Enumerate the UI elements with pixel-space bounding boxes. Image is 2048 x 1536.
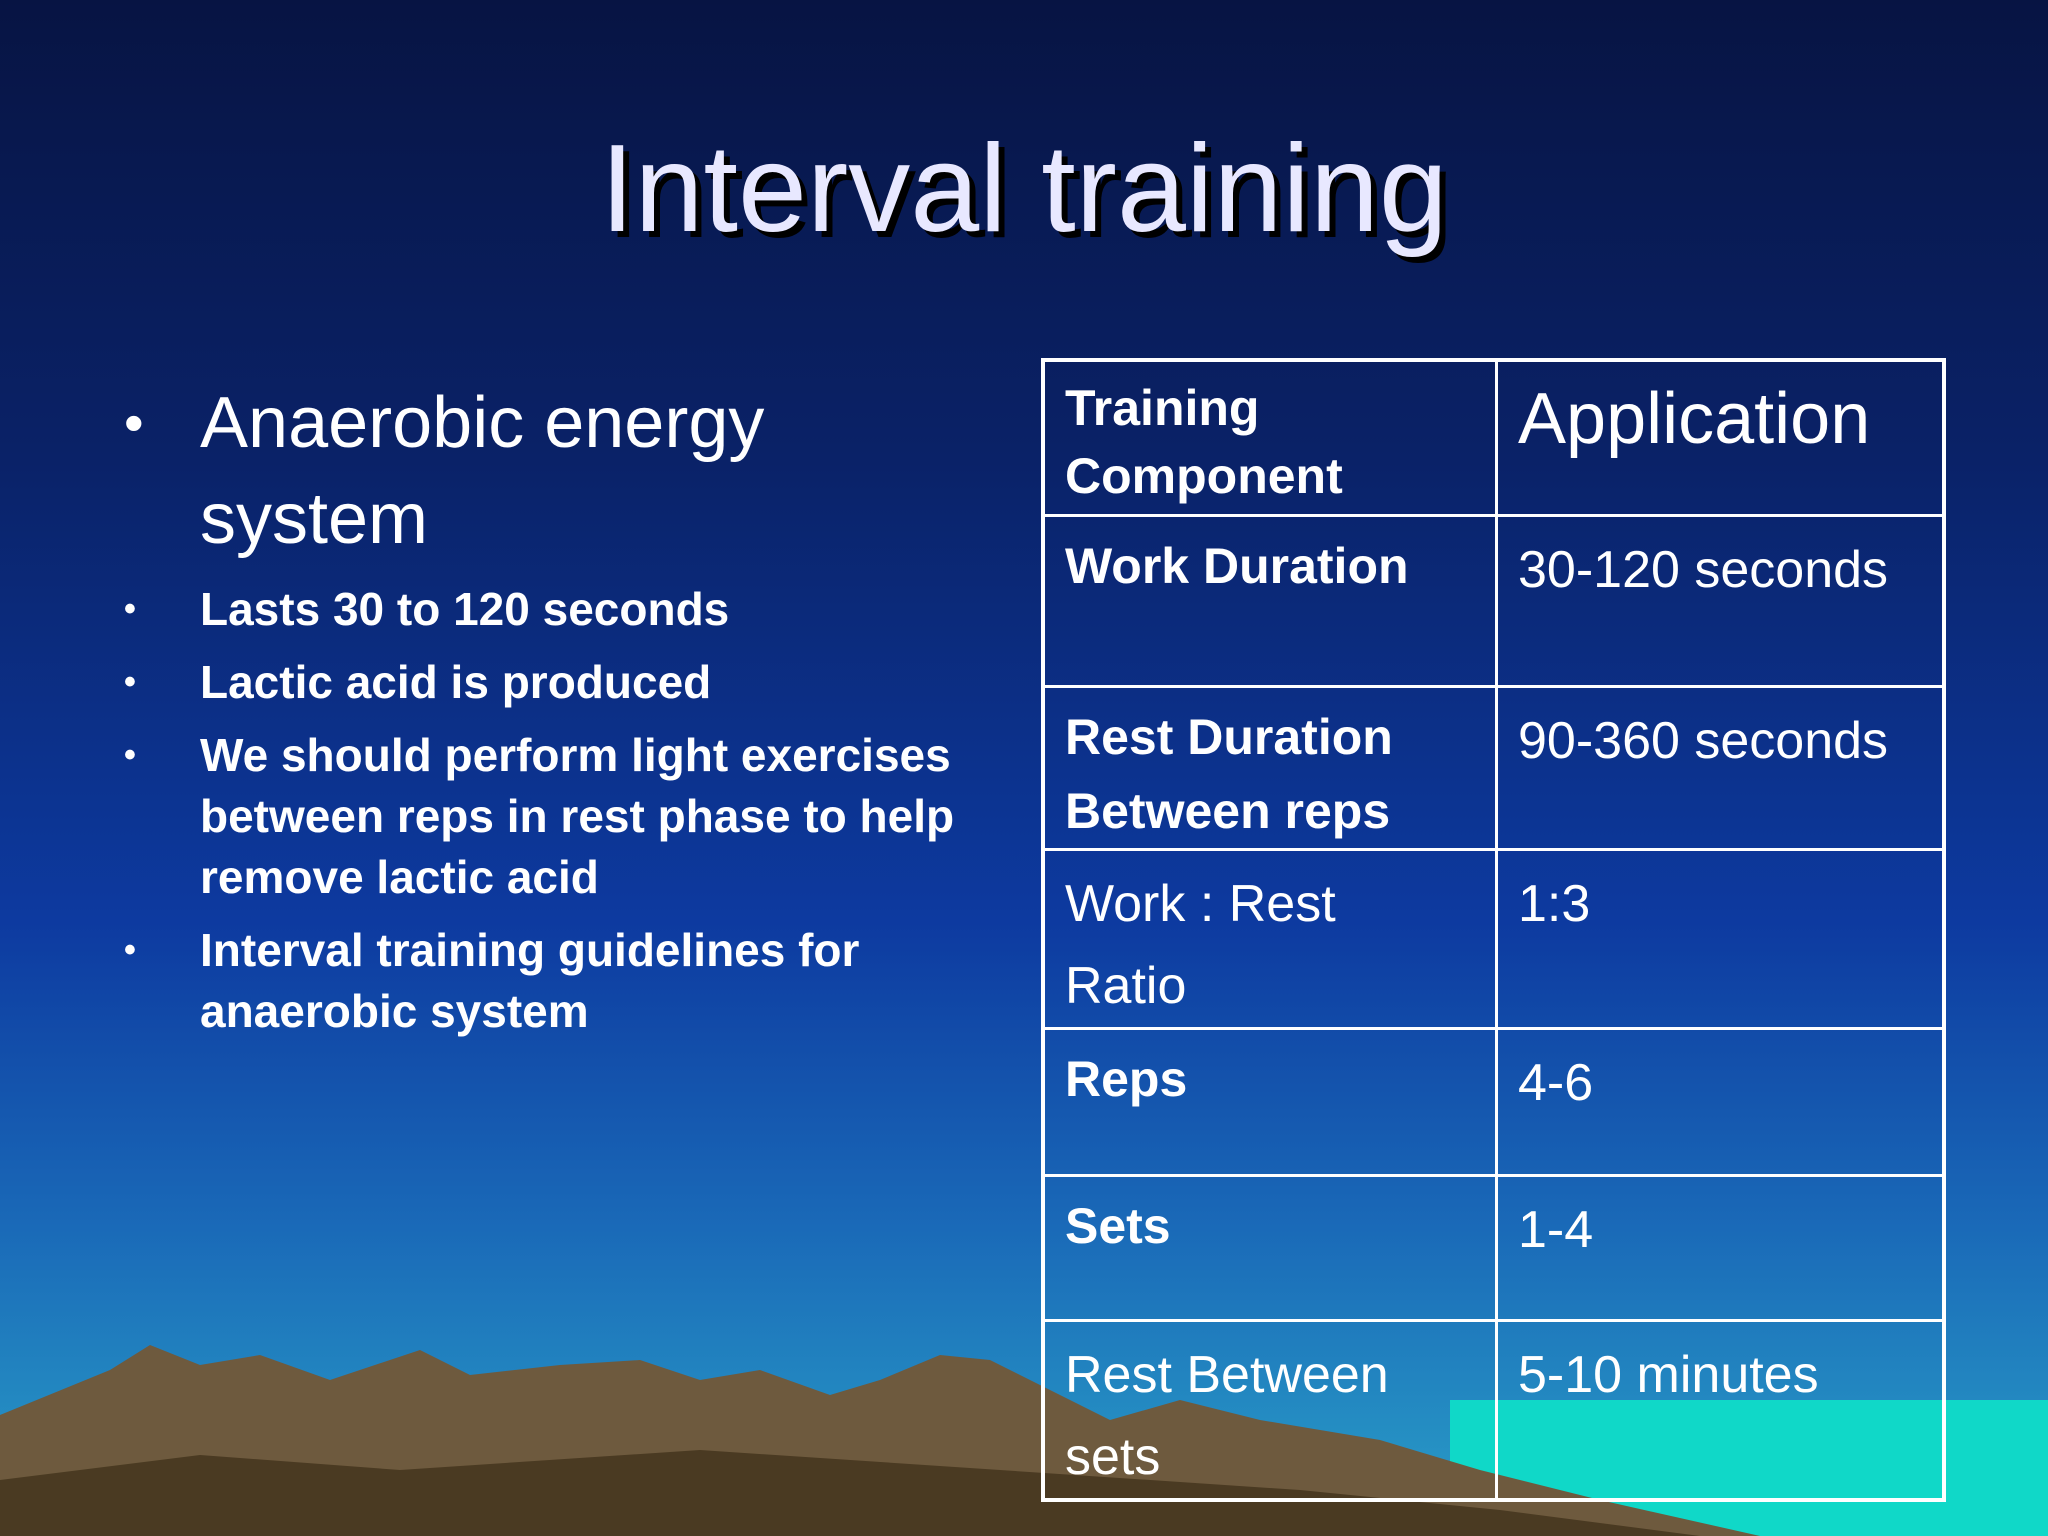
cell: 4-6	[1495, 1026, 1946, 1177]
bullet-list: Anaerobic energy system Lasts 30 to 120 …	[120, 375, 980, 1042]
cell: Rest Between sets	[1041, 1318, 1498, 1501]
cell: 1:3	[1495, 847, 1946, 1030]
table-row: Work : Rest Ratio 1:3	[1041, 847, 1946, 1030]
slide-title: Interval training	[600, 120, 1448, 258]
cell: 1-4	[1495, 1173, 1946, 1322]
cell: 30-120 seconds	[1495, 513, 1946, 688]
table-row: Work Duration 30-120 seconds	[1041, 513, 1946, 688]
sub-bullet: Lasts 30 to 120 seconds	[120, 579, 980, 640]
cell: Work : Rest Ratio	[1041, 847, 1498, 1030]
table-row: Sets 1-4	[1041, 1173, 1946, 1322]
header-cell: Application	[1495, 358, 1946, 517]
sub-bullet: Interval training guidelines for anaerob…	[120, 920, 980, 1042]
sub-bullet: Lactic acid is produced	[120, 652, 980, 713]
sub-bullet: We should perform light exercises betwee…	[120, 725, 980, 908]
bullet: Anaerobic energy system	[120, 375, 980, 567]
cell: Rest Duration Between reps	[1041, 684, 1498, 851]
cell: 90-360 seconds	[1495, 684, 1946, 851]
table-header: Training Component Application	[1041, 358, 1946, 517]
header-cell: Training Component	[1041, 358, 1498, 517]
foothills	[0, 1450, 1700, 1536]
cell: Work Duration	[1041, 513, 1498, 688]
cell: Reps	[1041, 1026, 1498, 1177]
table: Training Component Application Work Dura…	[1041, 358, 1946, 1502]
cell: Sets	[1041, 1173, 1498, 1322]
cell: 5-10 minutes	[1495, 1318, 1946, 1501]
table-row: Rest Duration Between reps 90-360 second…	[1041, 684, 1946, 851]
table-row: Reps 4-6	[1041, 1026, 1946, 1177]
table-row: Rest Between sets 5-10 minutes	[1041, 1318, 1946, 1501]
